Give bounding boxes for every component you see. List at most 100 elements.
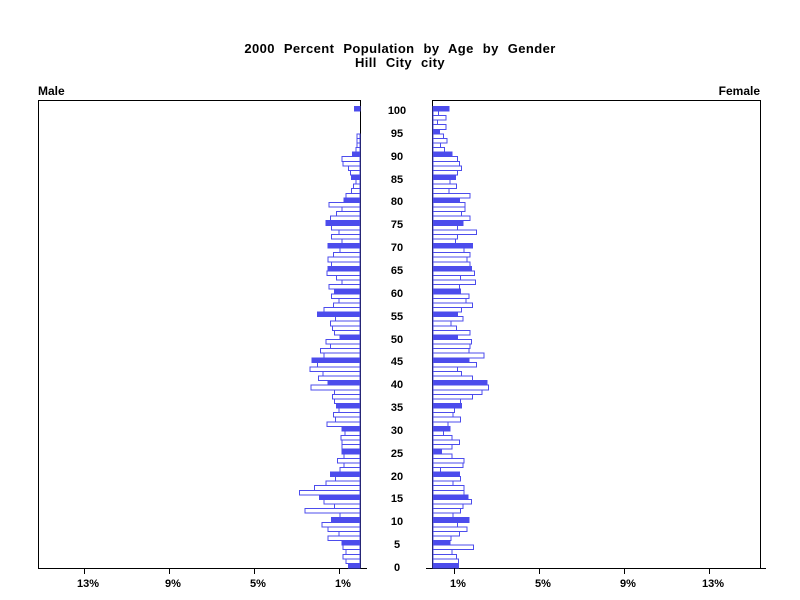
female-age-bar: [432, 375, 473, 382]
female-age-bar: [432, 480, 454, 487]
male-age-bar: [327, 256, 361, 263]
female-age-bar: [432, 115, 447, 121]
age-tick-label: 15: [390, 493, 404, 506]
female-age-bar: [432, 142, 441, 149]
female-age-bar: [432, 535, 452, 542]
female-age-bar: [432, 174, 456, 181]
x-axis-tick-label: 13%: [76, 578, 100, 590]
male-age-bar: [341, 540, 361, 546]
female-age-bar: [432, 384, 489, 391]
female-age-bar: [432, 430, 445, 436]
male-age-bar: [337, 457, 361, 464]
male-age-bar: [344, 430, 361, 436]
male-bars-panel: [298, 105, 361, 569]
female-age-bar: [432, 370, 463, 377]
male-age-bar: [320, 348, 361, 354]
male-age-bar: [331, 325, 361, 331]
female-age-bar: [432, 498, 472, 505]
male-age-bar: [347, 562, 361, 569]
age-tick-label: 90: [390, 150, 404, 163]
age-tick-label: 10: [390, 516, 404, 529]
female-age-bar: [432, 119, 438, 126]
male-age-bar: [334, 288, 361, 295]
female-age-bar: [432, 393, 473, 400]
female-panel-top-border: [432, 100, 761, 101]
male-age-bar: [356, 137, 361, 144]
male-age-bar: [309, 366, 361, 372]
male-age-bar: [342, 544, 361, 551]
male-x-axis: [38, 568, 367, 569]
x-axis-tick: [84, 568, 85, 574]
male-age-bar: [323, 307, 361, 313]
male-age-bar: [322, 370, 361, 377]
female-age-bar: [432, 215, 471, 222]
male-age-bar: [347, 165, 361, 171]
male-age-bar: [313, 485, 361, 491]
age-tick-label: 30: [390, 424, 404, 437]
male-age-bar: [349, 169, 361, 176]
female-age-bar: [432, 334, 458, 340]
male-age-bar: [327, 380, 361, 386]
female-panel-right-border: [760, 100, 761, 568]
male-age-bar: [338, 530, 361, 537]
male-age-bar: [339, 466, 361, 473]
female-age-bar: [432, 133, 445, 139]
age-tick-label: 50: [390, 333, 404, 346]
female-age-bar: [432, 453, 453, 459]
male-age-bar: [330, 261, 361, 267]
male-age-bar: [304, 508, 361, 514]
male-age-bar: [335, 416, 361, 423]
male-age-bar: [334, 503, 361, 510]
female-age-bar: [432, 549, 453, 555]
male-age-bar: [317, 361, 361, 368]
male-age-bar: [332, 412, 361, 418]
female-age-bar: [432, 247, 465, 254]
male-age-bar: [329, 215, 361, 222]
female-age-bar: [432, 243, 473, 249]
female-age-bar: [432, 517, 470, 523]
age-tick-label: 60: [390, 287, 404, 300]
male-age-bar: [332, 252, 361, 258]
female-age-bar: [432, 412, 454, 418]
female-age-bar: [432, 197, 461, 203]
female-age-bar: [432, 238, 456, 245]
male-age-bar: [341, 156, 361, 162]
female-age-bar: [432, 553, 457, 560]
x-axis-tick: [709, 568, 710, 574]
chart-title: 2000 Percent Population by Age by Gender: [244, 41, 556, 56]
male-age-bar: [336, 211, 361, 217]
female-age-bar: [432, 270, 475, 277]
female-age-bar: [432, 110, 439, 117]
male-age-bar: [356, 142, 361, 149]
male-age-bar: [317, 311, 361, 318]
male-age-bar: [351, 174, 361, 181]
female-age-bar: [432, 201, 466, 208]
male-age-bar: [343, 453, 361, 459]
female-age-bar: [432, 188, 450, 194]
male-age-bar: [341, 425, 361, 432]
male-age-bar: [352, 151, 361, 158]
male-age-bar: [329, 471, 361, 478]
male-age-bar: [340, 434, 361, 441]
female-age-bar: [432, 151, 453, 158]
female-age-bar: [432, 256, 468, 263]
male-age-bar: [325, 339, 361, 345]
male-age-bar: [325, 220, 361, 226]
male-age-bar: [336, 402, 361, 409]
male-panel-top-border: [38, 100, 361, 101]
male-age-bar: [336, 275, 361, 281]
male-age-bar: [310, 384, 361, 391]
female-age-bar: [432, 439, 461, 446]
x-axis-tick-label: 13%: [701, 578, 725, 590]
male-age-bar: [353, 183, 361, 190]
male-age-bar: [326, 421, 361, 427]
male-age-bar: [329, 320, 361, 327]
age-tick-label: 75: [390, 219, 404, 232]
female-age-bar: [432, 105, 450, 112]
male-age-bar: [341, 206, 361, 213]
female-age-bar: [432, 508, 462, 514]
female-age-bar: [432, 279, 476, 286]
age-tick-label: 95: [390, 127, 404, 140]
male-age-bar: [327, 535, 361, 542]
male-age-bar: [341, 448, 361, 455]
